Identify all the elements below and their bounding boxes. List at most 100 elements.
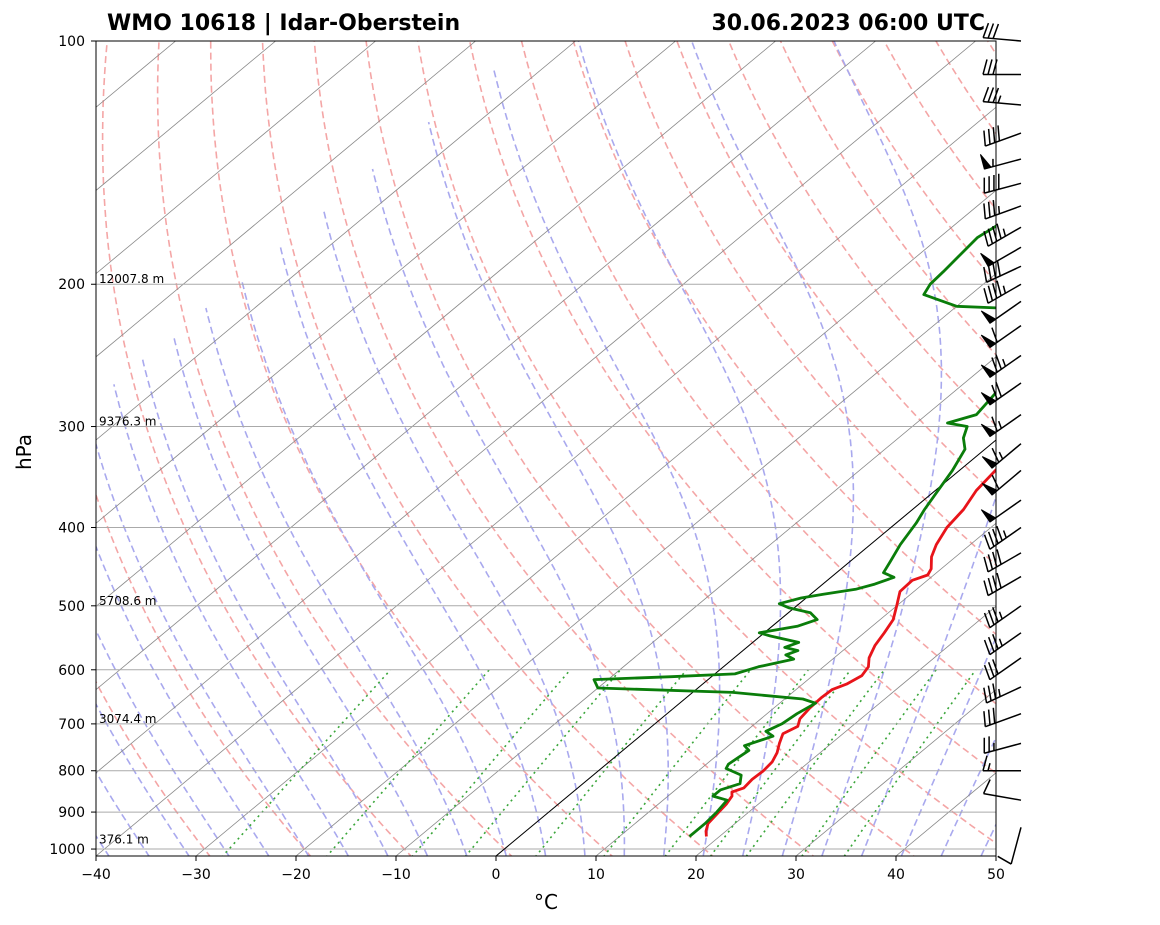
- isotherm-line: [96, 41, 976, 774]
- height-label: 12007.8 m: [99, 272, 164, 286]
- isotherm-line: [96, 41, 276, 191]
- wind-barb: [980, 354, 1022, 378]
- moist-adiabat: [322, 210, 586, 856]
- datetime-title: 30.06.2023 06:00 UTC: [711, 11, 985, 36]
- y-tick-label: 1000: [49, 842, 85, 858]
- barb-flag: [995, 381, 1003, 398]
- x-tick-label: 10: [587, 867, 605, 883]
- barb-half-flag: [987, 763, 991, 771]
- barb-flag: [996, 572, 1002, 589]
- height-labels: 12007.8 m 9376.3 m 5708.6 m 3074.4 m 376.1 m: [99, 272, 164, 846]
- barb-flag: [991, 226, 998, 242]
- y-tick-label: 600: [58, 663, 85, 679]
- barb-half-flag: [997, 206, 1001, 214]
- x-tick-label: 20: [687, 867, 705, 883]
- barb-flag: [991, 357, 998, 373]
- x-tick-label: 50: [987, 867, 1005, 883]
- wind-barb: [983, 632, 1022, 656]
- barb-flag: [987, 531, 995, 547]
- wind-barb: [981, 443, 1022, 469]
- height-label: 9376.3 m: [99, 415, 157, 429]
- barb-flag: [983, 580, 989, 596]
- barb-flag: [983, 130, 987, 147]
- height-label: 376.1 m: [99, 833, 149, 847]
- moist-adiabat: [980, 822, 996, 856]
- barb-flag: [992, 87, 1000, 103]
- barb-flag: [991, 447, 1000, 463]
- dry-adiabat: [986, 41, 996, 56]
- barb-flag: [996, 223, 1002, 239]
- dry-adiabat: [365, 41, 916, 856]
- mixing-ratio-line: [464, 669, 622, 856]
- barb-flag: [996, 260, 1001, 277]
- barb-flag: [987, 87, 995, 103]
- y-tick-label: 900: [58, 805, 85, 821]
- barb-flag: [992, 127, 996, 143]
- dry-adiabat: [624, 41, 996, 567]
- wind-barb: [983, 549, 1022, 573]
- barb-flag: [992, 199, 996, 216]
- barb-half-flag: [1002, 358, 1007, 367]
- dry-adiabat: [520, 41, 996, 705]
- barb-pennant: [980, 509, 997, 523]
- barb-half-flag: [1002, 228, 1007, 237]
- dry-adiabat: [156, 41, 513, 856]
- barb-flag: [983, 231, 989, 247]
- isotherm-line: [96, 41, 376, 275]
- x-axis-label: °C: [534, 890, 558, 914]
- barb-flag: [996, 525, 1003, 541]
- barb-flag: [992, 23, 1000, 39]
- dry-adiabat: [261, 41, 714, 856]
- mixing-ratio-line: [326, 669, 490, 856]
- barb-pennant: [980, 310, 997, 324]
- y-tick-label: 800: [58, 764, 85, 780]
- axes: −40 −30 −20 −10 0 10 20 30 40 50 100 200 300 400 500 60…: [49, 34, 1005, 883]
- barb-flag: [992, 683, 997, 699]
- barb-pennant: [980, 423, 997, 438]
- barb-flag: [982, 779, 991, 794]
- wind-barb: [982, 755, 1021, 772]
- barb-flag: [983, 664, 991, 680]
- wind-barbs: [979, 22, 1022, 865]
- barb-flag: [983, 639, 991, 655]
- x-tick-label: −10: [381, 867, 411, 883]
- wind-barb: [983, 707, 1022, 728]
- barb-flag: [992, 707, 996, 724]
- barb-staff: [987, 283, 1022, 304]
- mixing-ratio-line: [801, 669, 937, 856]
- y-tick-label: 200: [58, 277, 85, 293]
- barb-pennant: [980, 364, 997, 378]
- barb-flag: [982, 22, 990, 38]
- wind-barb: [982, 86, 1022, 106]
- moist-adiabat: [205, 307, 468, 856]
- dry-adiabat: [1130, 23, 1160, 866]
- barb-flag: [982, 755, 988, 771]
- barb-flag: [987, 636, 995, 652]
- barb-flag: [987, 285, 994, 301]
- x-tick-label: 0: [492, 867, 501, 883]
- barb-flag: [991, 474, 1000, 490]
- barb-half-flag: [998, 611, 1003, 620]
- barb-staff: [984, 742, 1022, 754]
- wind-barb: [980, 414, 1022, 438]
- x-tick-label: −30: [181, 867, 211, 883]
- dry-adiabat: [727, 41, 996, 427]
- isotherm-line: [995, 855, 996, 856]
- barb-flag: [987, 661, 995, 678]
- barb-flag: [987, 577, 994, 594]
- dry-adiabat: [209, 41, 614, 856]
- wind-barb: [980, 324, 1022, 349]
- barb-flag: [992, 528, 999, 544]
- barb-flag: [987, 685, 992, 701]
- barb-flag: [991, 575, 998, 591]
- wind-barb: [983, 260, 1022, 283]
- dry-adiabat: [101, 41, 413, 856]
- moist-adiabat: [141, 359, 389, 856]
- barb-staff: [987, 226, 1022, 247]
- barb-flag: [983, 534, 991, 550]
- barb-flag: [991, 327, 998, 343]
- profile-lines: [592, 224, 996, 838]
- mixing-ratio-line: [843, 669, 977, 856]
- barb-flag: [992, 634, 999, 650]
- wind-barb: [983, 657, 1022, 681]
